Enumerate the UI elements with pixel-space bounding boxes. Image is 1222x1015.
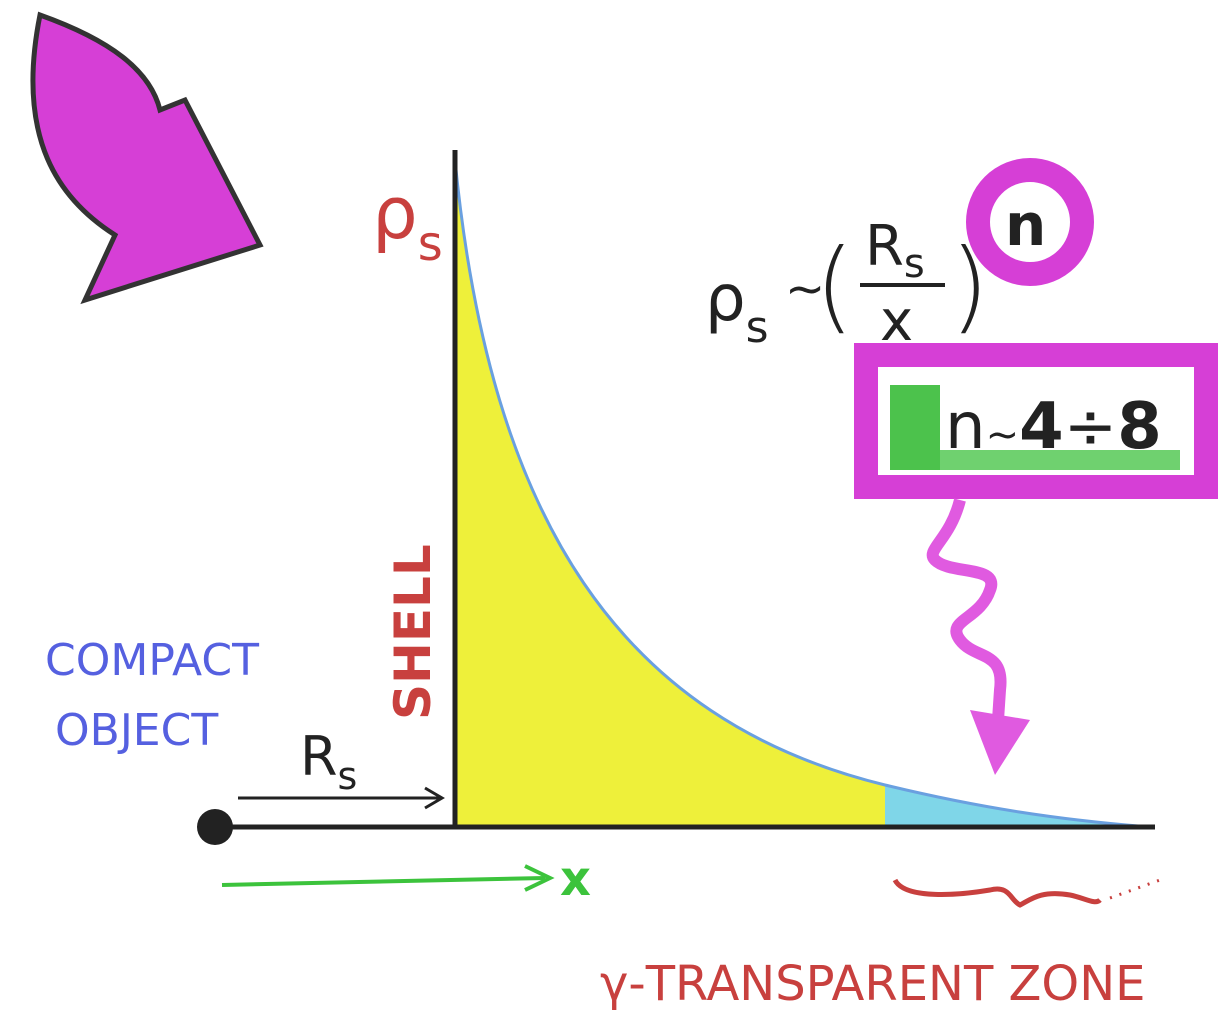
text-part: ρ bbox=[705, 262, 746, 336]
diagram: ρs SHELL COMPACT OBJECT Rs x γ-TRANSPARE… bbox=[0, 0, 1222, 1015]
y-axis-label: ρs bbox=[372, 171, 443, 272]
squiggle-arrowhead bbox=[970, 710, 1030, 775]
text-part: s bbox=[418, 216, 443, 272]
shell-label: SHELL bbox=[384, 544, 442, 720]
text-part: n bbox=[945, 390, 986, 464]
x-arrow bbox=[222, 878, 545, 885]
text-part: s bbox=[904, 241, 925, 287]
pointer-arrow bbox=[33, 15, 260, 300]
squiggle-arrow bbox=[933, 500, 1001, 720]
formula-exponent: n bbox=[1005, 191, 1046, 259]
text-part: R bbox=[300, 725, 338, 788]
compact-object-label: COMPACT bbox=[45, 635, 259, 686]
compact-object-dot bbox=[197, 809, 233, 845]
text-part: R bbox=[865, 214, 904, 279]
range-highlight bbox=[890, 385, 940, 470]
text-part: ÷ bbox=[1064, 390, 1118, 464]
zone-brace bbox=[895, 880, 1100, 905]
text-part: s bbox=[338, 754, 358, 798]
range-text: n~4÷8 bbox=[945, 390, 1162, 464]
formula-paren: ( bbox=[815, 227, 854, 344]
text-part: ρ bbox=[372, 171, 418, 255]
zone-dots bbox=[1110, 880, 1160, 898]
formula-denominator: x bbox=[880, 289, 913, 354]
x-axis-label: x bbox=[560, 851, 591, 907]
compact-object-label: OBJECT bbox=[55, 705, 218, 756]
formula-lhs: ρs bbox=[705, 262, 769, 353]
text-part: 8 bbox=[1117, 390, 1162, 464]
formula-numerator: Rs bbox=[865, 214, 925, 287]
radius-label: Rs bbox=[300, 725, 357, 798]
transparent-area bbox=[885, 785, 1150, 827]
text-part: ~ bbox=[986, 412, 1020, 458]
transparent-zone-label: γ-TRANSPARENT ZONE bbox=[600, 956, 1145, 1012]
text-part: s bbox=[746, 302, 769, 353]
text-part: 4 bbox=[1019, 390, 1064, 464]
formula-paren: ) bbox=[950, 227, 989, 344]
